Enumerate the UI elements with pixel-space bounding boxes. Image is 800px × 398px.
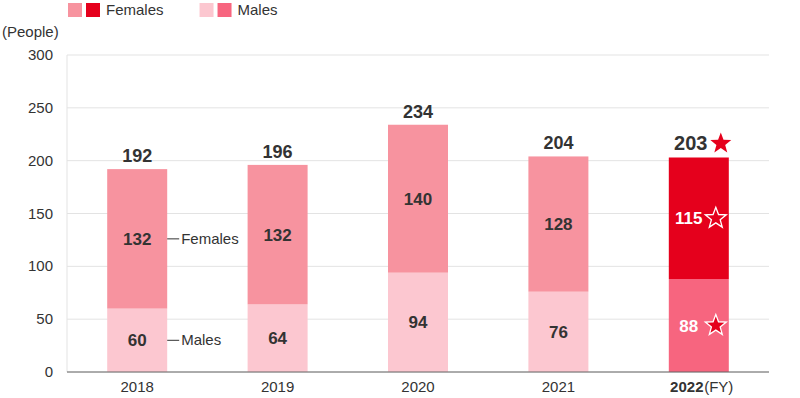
highlight-star (710, 133, 731, 153)
bar-segment (669, 157, 729, 279)
chart: 0 50 100 150 200 250 300 (People) 60 64 94 76 88 132 1… (0, 0, 800, 398)
x-axis-line (67, 372, 769, 373)
bar-segment (528, 156, 588, 291)
data-label: 76 (549, 323, 568, 342)
grid-line (67, 372, 769, 373)
highlight-star (705, 207, 726, 227)
bars (107, 125, 729, 372)
y-axis-label: (People) (2, 23, 59, 40)
bar-segment (669, 279, 729, 372)
data-label: 60 (128, 331, 147, 350)
grid-line (67, 55, 769, 56)
legend-label: Males (238, 1, 278, 18)
x-axis-label: (FY) (704, 378, 733, 395)
legend-swatch (86, 3, 100, 17)
y-tick-label: 100 (28, 257, 53, 274)
y-tick-label: 50 (36, 310, 53, 327)
data-label: 140 (404, 190, 432, 209)
bar-segment (388, 273, 448, 372)
x-tick-label: 2021 (542, 378, 575, 395)
total-label: 203 (674, 132, 707, 154)
data-label: 115 (675, 209, 702, 228)
x-tick-label: 2022 (670, 378, 703, 395)
legend-swatch (218, 3, 232, 17)
x-tick-label: 2019 (261, 378, 294, 395)
series-annotation: Females (181, 230, 239, 247)
annotation-line (167, 238, 179, 239)
legend-swatch (68, 3, 82, 17)
total-label: 234 (403, 102, 433, 122)
bar-segment (248, 165, 308, 304)
data-label: 88 (679, 317, 698, 336)
legend-label: Females (106, 1, 164, 18)
total-label: 204 (543, 133, 573, 153)
y-tick-label: 0 (45, 363, 53, 380)
total-label: 192 (122, 146, 152, 166)
legend-swatch (200, 3, 214, 17)
y-tick-label: 150 (28, 205, 53, 222)
bar-segment (107, 169, 167, 308)
data-label: 128 (544, 215, 572, 234)
highlight-star (705, 315, 726, 335)
bar-segment (248, 304, 308, 372)
total-label: 196 (263, 142, 293, 162)
y-tick-label: 250 (28, 99, 53, 116)
bar-segment (388, 125, 448, 273)
y-tick-label: 300 (28, 46, 53, 63)
data-label: 94 (409, 313, 428, 332)
bar-segment (107, 309, 167, 372)
bar-segment (528, 292, 588, 372)
y-axis-line (67, 55, 68, 372)
x-tick-label: 2018 (121, 378, 154, 395)
annotation-line (167, 340, 179, 341)
data-label: 132 (263, 226, 291, 245)
x-tick-label: 2020 (401, 378, 434, 395)
y-tick-label: 200 (28, 152, 53, 169)
series-annotation: Males (181, 331, 221, 348)
data-label: 64 (268, 329, 287, 348)
data-label: 132 (123, 230, 151, 249)
